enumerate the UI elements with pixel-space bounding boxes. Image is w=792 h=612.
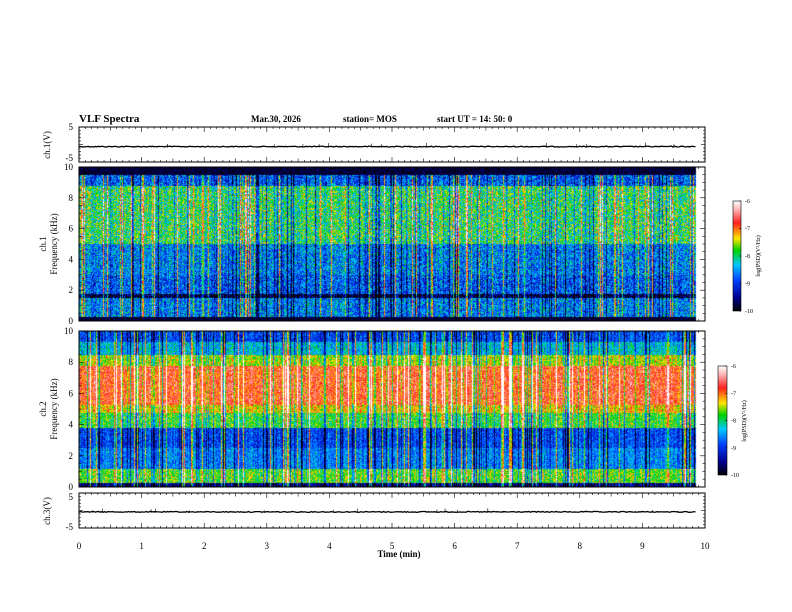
x-tick-label: 6 xyxy=(452,541,457,551)
ch1-spectrogram-panel: 0 2 4 6 8 10 ch.1 Frequency (kHz) -6 -7 -8 -9 -10… xyxy=(38,162,762,326)
ch1-colorbar-label: log(PSD)(V²/Hz) xyxy=(755,235,762,276)
time-axis-tick-labels: 0 1 2 3 4 5 6 7 8 9 10 xyxy=(77,541,710,551)
x-tick-label: 9 xyxy=(640,541,645,551)
ch2-spectrogram-axis: 0 2 4 6 8 10 xyxy=(64,326,706,492)
x-tick-label: 7 xyxy=(515,541,520,551)
x-tick-label: 1 xyxy=(139,541,144,551)
x-tick-label: 3 xyxy=(265,541,270,551)
colorbar-tick-label: -8 xyxy=(731,419,736,425)
x-tick-label: 8 xyxy=(578,541,583,551)
y-tick-label: 6 xyxy=(69,388,74,398)
y-tick-label: 6 xyxy=(69,224,74,234)
y-tick-label: 0 xyxy=(69,482,74,492)
colorbar-tick-label: -7 xyxy=(745,227,750,233)
y-tick-label: 4 xyxy=(69,420,74,430)
colorbar-tick-label: -10 xyxy=(745,309,753,315)
ch2-spectrogram-ylabel-1: ch.2 xyxy=(38,401,48,416)
ch1-waveform-ylabel: ch.1(V) xyxy=(42,131,52,159)
ch2-spectrogram-panel: 0 2 4 6 8 10 ch.2 Frequency (kHz) -6 -7 -8 -9 -10… xyxy=(38,326,748,492)
y-tick-label: 8 xyxy=(69,193,74,203)
ch1-spectrogram-ylabel-1: ch.1 xyxy=(38,236,48,251)
x-tick-label: 10 xyxy=(701,541,711,551)
ch1-spectrogram-axis: 0 2 4 6 8 10 xyxy=(64,162,706,326)
ch1-spectrogram-image-holder xyxy=(79,167,705,321)
ch1-spectrogram-heatmap xyxy=(79,167,705,321)
ch2-spectrogram-image-holder xyxy=(79,331,705,487)
y-tick-label: 10 xyxy=(64,162,74,172)
colorbar-tick-label: -6 xyxy=(745,199,750,205)
ch1-waveform-frame xyxy=(78,126,706,163)
ch2-spectrogram-ylabel-2: Frequency (kHz) xyxy=(49,378,59,439)
x-tick-label: 5 xyxy=(390,541,395,551)
x-tick-label: 0 xyxy=(77,541,82,551)
y-tick-label: 2 xyxy=(69,285,74,295)
y-tick-label: 4 xyxy=(69,254,74,264)
y-tick-label: 0 xyxy=(69,316,74,326)
ch3-waveform-panel: 5 -5 ch.3(V) 0 1 2 3 4 5 6 7 8 9 10 Time (min) xyxy=(42,492,710,559)
ch1-spectrogram-ylabel-2: Frequency (kHz) xyxy=(49,213,59,274)
ch2-colorbar-ticks: -6 -7 -8 -9 -10 xyxy=(725,364,739,479)
station-label: station= MOS xyxy=(343,114,397,124)
date-label: Mar.30, 2026 xyxy=(251,114,301,124)
colorbar-tick-label: -7 xyxy=(731,391,736,397)
ch3-waveform-frame xyxy=(78,492,706,529)
ch2-spectrogram-heatmap xyxy=(79,331,705,487)
colorbar-tick-label: -9 xyxy=(745,282,750,288)
ch3-ytick-top: 5 xyxy=(69,492,74,502)
ch3-ytick-bottom: -5 xyxy=(66,522,74,532)
ch1-colorbar-ticks: -6 -7 -8 -9 -10 xyxy=(739,199,753,315)
y-tick-label: 2 xyxy=(69,451,74,461)
ch1-waveform-trace xyxy=(78,145,696,148)
colorbar-tick-label: -8 xyxy=(745,254,750,260)
ch1-waveform-panel: 5 -5 ch.1(V) xyxy=(42,122,706,163)
colorbar-tick-label: -6 xyxy=(731,364,736,370)
y-tick-label: 8 xyxy=(69,357,74,367)
ch2-colorbar-label: log(PSD)(V²/Hz) xyxy=(741,400,748,441)
ch3-waveform-ylabel: ch.3(V) xyxy=(42,497,52,525)
ch3-waveform-trace xyxy=(78,510,696,514)
start-time-label: start UT = 14: 50: 0 xyxy=(437,114,513,124)
colorbar-tick-label: -10 xyxy=(731,473,739,479)
ch1-waveform-ticks xyxy=(78,126,706,163)
figure-title: VLF Spectra xyxy=(79,113,140,125)
colorbar-tick-label: -9 xyxy=(731,446,736,452)
x-tick-label: 4 xyxy=(327,541,332,551)
time-axis-label: Time (min) xyxy=(377,549,420,559)
x-tick-label: 2 xyxy=(202,541,207,551)
ch1-ytick-top: 5 xyxy=(69,122,74,132)
y-tick-label: 10 xyxy=(64,326,74,336)
ch1-ytick-bottom: -5 xyxy=(66,153,74,163)
